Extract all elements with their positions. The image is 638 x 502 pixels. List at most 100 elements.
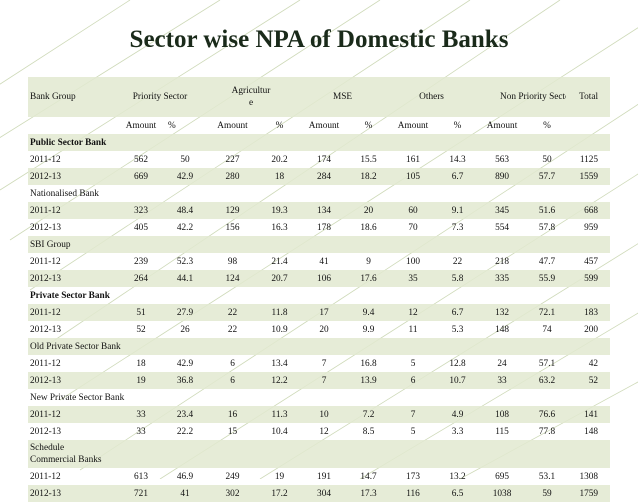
total-cell: 1308: [579, 471, 599, 482]
year-cell: 2011-12: [30, 358, 61, 369]
value-cell: 174: [317, 154, 331, 165]
value-cell: 17.2: [271, 488, 288, 499]
header-bank-group: Bank Group: [30, 92, 76, 102]
value-cell: 6: [230, 358, 235, 369]
value-cell: 14.7: [360, 471, 377, 482]
group-label: SBI Group: [30, 239, 71, 250]
subheader-cell: Amount: [397, 120, 429, 131]
table-row: 2011-12 562 50 227 20.2 174 15.5 161 14.3 563 50 11…: [28, 151, 610, 168]
value-cell: 14.3: [449, 154, 466, 165]
table-row: 2011-12 33 23.4 16 11.3 10 7.2 7 4.9 108 76.6 141: [28, 406, 611, 423]
value-cell: 19: [274, 471, 285, 482]
header-mse: MSE: [332, 92, 353, 102]
value-cell: 148: [495, 324, 510, 335]
slide-title: Sector wise NPA of Domestic Banks: [129, 26, 509, 53]
value-cell: 10.4: [271, 426, 288, 437]
value-cell: 17.3: [360, 488, 377, 499]
subheader-cell: Amount: [486, 120, 518, 131]
value-cell: 18: [136, 358, 146, 369]
header-agriculture-line1: Agricultur: [231, 86, 271, 96]
value-cell: 613: [134, 471, 148, 482]
value-cell: 13.2: [449, 471, 466, 482]
value-cell: 26: [180, 324, 190, 335]
value-cell: 36.8: [176, 375, 194, 386]
year-cell: 2011-12: [30, 256, 61, 267]
subheader-cell: %: [275, 120, 284, 131]
value-cell: 21.4: [271, 256, 288, 267]
value-cell: 18: [274, 171, 285, 182]
value-cell: 57.7: [538, 171, 556, 182]
value-cell: 57.8: [538, 222, 556, 233]
value-cell: 554: [495, 222, 510, 233]
total-cell: 52: [588, 375, 599, 386]
value-cell: 695: [495, 471, 510, 482]
group-label: Schedule Commercial Banks: [30, 443, 102, 465]
subheader-cell: %: [543, 120, 551, 131]
year-cell: 2011-12: [30, 205, 61, 216]
value-cell: 20.7: [271, 273, 288, 284]
value-cell: 70: [408, 222, 418, 233]
value-cell: 12.8: [449, 358, 466, 369]
total-cell: 141: [584, 409, 599, 420]
table-row: 2012-13 52 26 22 10.9 20 9.9 11 5.3 148 74 200: [28, 321, 610, 338]
value-cell: 218: [495, 256, 510, 267]
value-cell: 9.1: [451, 205, 464, 216]
value-cell: 44.1: [176, 273, 194, 284]
npa-table: Bank Group Priority Sector Agricultur e M…: [28, 77, 611, 502]
value-cell: 57.1: [538, 358, 556, 369]
total-cell: 959: [584, 222, 599, 233]
value-cell: 20.2: [271, 154, 288, 165]
value-cell: 8.5: [362, 426, 375, 437]
value-cell: 77.8: [538, 426, 556, 437]
value-cell: 12.2: [271, 375, 288, 386]
value-cell: 16.3: [271, 222, 288, 233]
value-cell: 106: [317, 273, 331, 284]
header-agriculture: Agricultur e: [204, 77, 298, 117]
value-cell: 12: [408, 307, 418, 318]
header-row: Bank Group Priority Sector Agricultur e M…: [28, 77, 611, 117]
value-cell: 345: [495, 205, 510, 216]
value-cell: 890: [495, 171, 510, 182]
value-cell: 108: [495, 409, 510, 420]
table-row: 2011-12 239 52.3 98 21.4 41 9 100 22 218 47.7 457: [28, 253, 610, 270]
value-cell: 7: [410, 409, 416, 420]
value-cell: 33: [136, 426, 146, 437]
year-cell: 2012-13: [30, 375, 61, 386]
value-cell: 23.4: [176, 409, 194, 420]
subheader-empty: [28, 117, 116, 134]
value-cell: 6.7: [451, 171, 464, 182]
value-cell: 55.9: [538, 273, 556, 284]
year-cell: 2012-13: [30, 273, 61, 284]
value-cell: 12: [319, 426, 329, 437]
value-cell: 6.5: [451, 488, 464, 499]
table-row: 2012-13 721 41 302 17.2 304 17.3 116 6.5 1038 59 17…: [28, 485, 611, 502]
value-cell: 156: [225, 222, 240, 233]
group-label: Old Private Sector Bank: [30, 341, 121, 352]
value-cell: 124: [225, 273, 240, 284]
subheader-cell: %: [364, 120, 373, 131]
subheader-cell: Amount: [217, 120, 248, 131]
year-cell: 2012-13: [30, 222, 61, 233]
group-row: Schedule Commercial Banks: [28, 440, 611, 468]
value-cell: 20: [319, 324, 329, 335]
value-cell: 52.3: [176, 256, 194, 267]
subheader-cell: %: [453, 120, 462, 131]
total-cell: 668: [584, 205, 599, 216]
value-cell: 264: [134, 273, 148, 284]
value-cell: 51: [136, 307, 146, 318]
header-total: Total: [579, 92, 599, 102]
total-cell: 42: [588, 358, 599, 369]
value-cell: 7.3: [451, 222, 464, 233]
value-cell: 284: [317, 171, 331, 182]
year-cell: 2011-12: [30, 307, 61, 318]
value-cell: 13.9: [360, 375, 377, 386]
year-cell: 2011-12: [30, 471, 61, 482]
value-cell: 53.1: [538, 471, 556, 482]
value-cell: 105: [406, 171, 420, 182]
value-cell: 6.7: [451, 307, 464, 318]
value-cell: 22: [227, 324, 238, 335]
value-cell: 249: [225, 471, 240, 482]
value-cell: 42.9: [176, 171, 194, 182]
group-row: SBI Group: [28, 236, 611, 253]
value-cell: 7: [321, 358, 327, 369]
